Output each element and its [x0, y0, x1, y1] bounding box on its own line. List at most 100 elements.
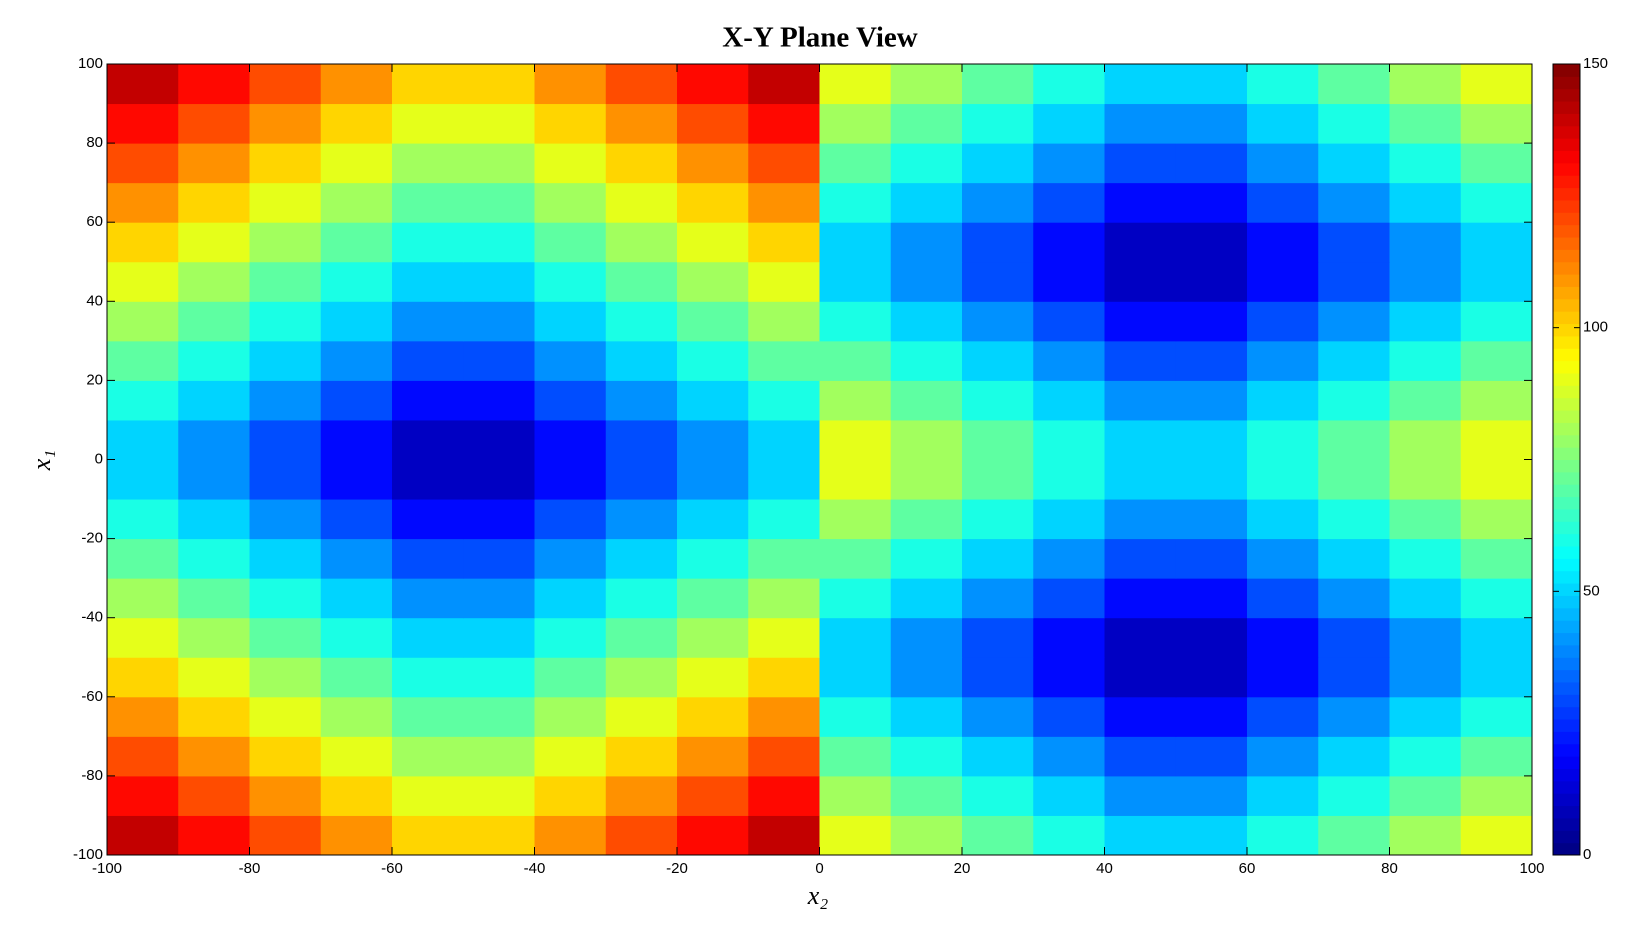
- heatmap-cell: [1318, 301, 1390, 342]
- heatmap-cell: [1247, 538, 1319, 579]
- heatmap-cell: [1033, 64, 1105, 105]
- heatmap-cell: [1247, 143, 1319, 184]
- heatmap-cell: [605, 657, 678, 698]
- colorbar-swatch: [1553, 212, 1580, 226]
- heatmap-cell: [107, 301, 179, 342]
- colorbar-swatch: [1553, 471, 1580, 485]
- heatmap-cell: [748, 578, 820, 619]
- colorbar-swatch: [1553, 620, 1580, 634]
- heatmap-cell: [392, 143, 464, 184]
- heatmap-cell: [178, 340, 250, 381]
- heatmap-cell: [1389, 64, 1462, 105]
- heatmap-cell: [1460, 261, 1533, 302]
- heatmap-cell: [107, 143, 179, 184]
- heatmap-cell: [107, 459, 179, 500]
- heatmap-cell: [320, 538, 393, 579]
- heatmap-cell: [1175, 301, 1248, 342]
- heatmap-cell: [1175, 143, 1248, 184]
- heatmap-cell: [1247, 657, 1319, 698]
- heatmap-cell: [605, 617, 678, 658]
- heatmap-cell: [748, 815, 820, 856]
- heatmap-cell: [534, 736, 607, 777]
- heatmap-cell: [890, 64, 963, 105]
- heatmap-cell: [962, 499, 1034, 540]
- heatmap-cell: [320, 301, 393, 342]
- heatmap-cell: [962, 301, 1034, 342]
- heatmap-cell: [534, 143, 607, 184]
- heatmap-cell: [605, 459, 678, 500]
- heatmap-cell: [748, 617, 820, 658]
- x-tick-label: -100: [92, 860, 122, 877]
- heatmap-cell: [890, 380, 963, 421]
- colorbar-swatch: [1553, 743, 1580, 757]
- heatmap-cell: [1389, 182, 1462, 223]
- heatmap-cell: [1104, 578, 1177, 619]
- heatmap-cell: [819, 696, 892, 737]
- heatmap-cell: [534, 222, 607, 263]
- heatmap-cell: [463, 222, 535, 263]
- heatmap-cell: [320, 657, 393, 698]
- heatmap-cell: [1033, 340, 1105, 381]
- heatmap-cell: [320, 340, 393, 381]
- heatmap-cell: [249, 617, 322, 658]
- heatmap-cell: [1318, 64, 1390, 105]
- heatmap-cell: [677, 459, 749, 500]
- heatmap-cell: [1033, 696, 1105, 737]
- heatmap-cell: [890, 419, 963, 460]
- heatmap-cell: [107, 103, 179, 144]
- colorbar-swatch: [1553, 187, 1580, 201]
- heatmap-cell: [890, 182, 963, 223]
- heatmap-cell: [392, 301, 464, 342]
- colorbar-swatch: [1553, 385, 1580, 399]
- heatmap-cell: [534, 103, 607, 144]
- heatmap-cell: [463, 103, 535, 144]
- heatmap-cell: [320, 617, 393, 658]
- colorbar-swatch: [1553, 64, 1580, 77]
- heatmap-cell: [1460, 775, 1533, 816]
- heatmap-cell: [1175, 380, 1248, 421]
- heatmap-cell: [1033, 736, 1105, 777]
- heatmap-cell: [605, 222, 678, 263]
- heatmap-cell: [392, 617, 464, 658]
- heatmap-cell: [1460, 419, 1533, 460]
- heatmap-cell: [534, 380, 607, 421]
- heatmap-cell: [392, 578, 464, 619]
- heatmap-cell: [962, 419, 1034, 460]
- heatmap-cell: [463, 657, 535, 698]
- heatmap-cell: [392, 103, 464, 144]
- heatmap-cell: [1389, 815, 1462, 856]
- heatmap-cell: [1389, 459, 1462, 500]
- colorbar-swatch: [1553, 138, 1580, 152]
- heatmap-cell: [605, 775, 678, 816]
- heatmap-cell: [320, 775, 393, 816]
- heatmap-cell: [1175, 696, 1248, 737]
- colorbar-swatch: [1553, 496, 1580, 510]
- heatmap-cell: [320, 696, 393, 737]
- heatmap-cell: [534, 182, 607, 223]
- heatmap-cell: [534, 578, 607, 619]
- colorbar-swatch: [1553, 484, 1580, 498]
- heatmap-cell: [249, 657, 322, 698]
- heatmap-cell: [1460, 736, 1533, 777]
- heatmap-cell: [392, 419, 464, 460]
- heatmap-cell: [890, 261, 963, 302]
- heatmap-cell: [962, 380, 1034, 421]
- x-tick-label: -20: [666, 860, 688, 877]
- heatmap-cell: [1460, 222, 1533, 263]
- heatmap-cell: [463, 380, 535, 421]
- colorbar-swatch: [1553, 199, 1580, 213]
- heatmap-cell: [178, 736, 250, 777]
- heatmap-cell: [1247, 419, 1319, 460]
- colorbar-swatch: [1553, 410, 1580, 423]
- colorbar-swatch: [1553, 261, 1580, 275]
- heatmap-cell: [178, 103, 250, 144]
- heatmap-cell: [605, 578, 678, 619]
- heatmap-cell: [463, 736, 535, 777]
- heatmap-cell: [463, 459, 535, 500]
- y-tick-label: -20: [81, 530, 103, 547]
- heatmap-cell: [107, 182, 179, 223]
- heatmap-cell: [107, 222, 179, 263]
- heatmap-cell: [320, 103, 393, 144]
- heatmap-cell: [1389, 617, 1462, 658]
- heatmap-cell: [392, 222, 464, 263]
